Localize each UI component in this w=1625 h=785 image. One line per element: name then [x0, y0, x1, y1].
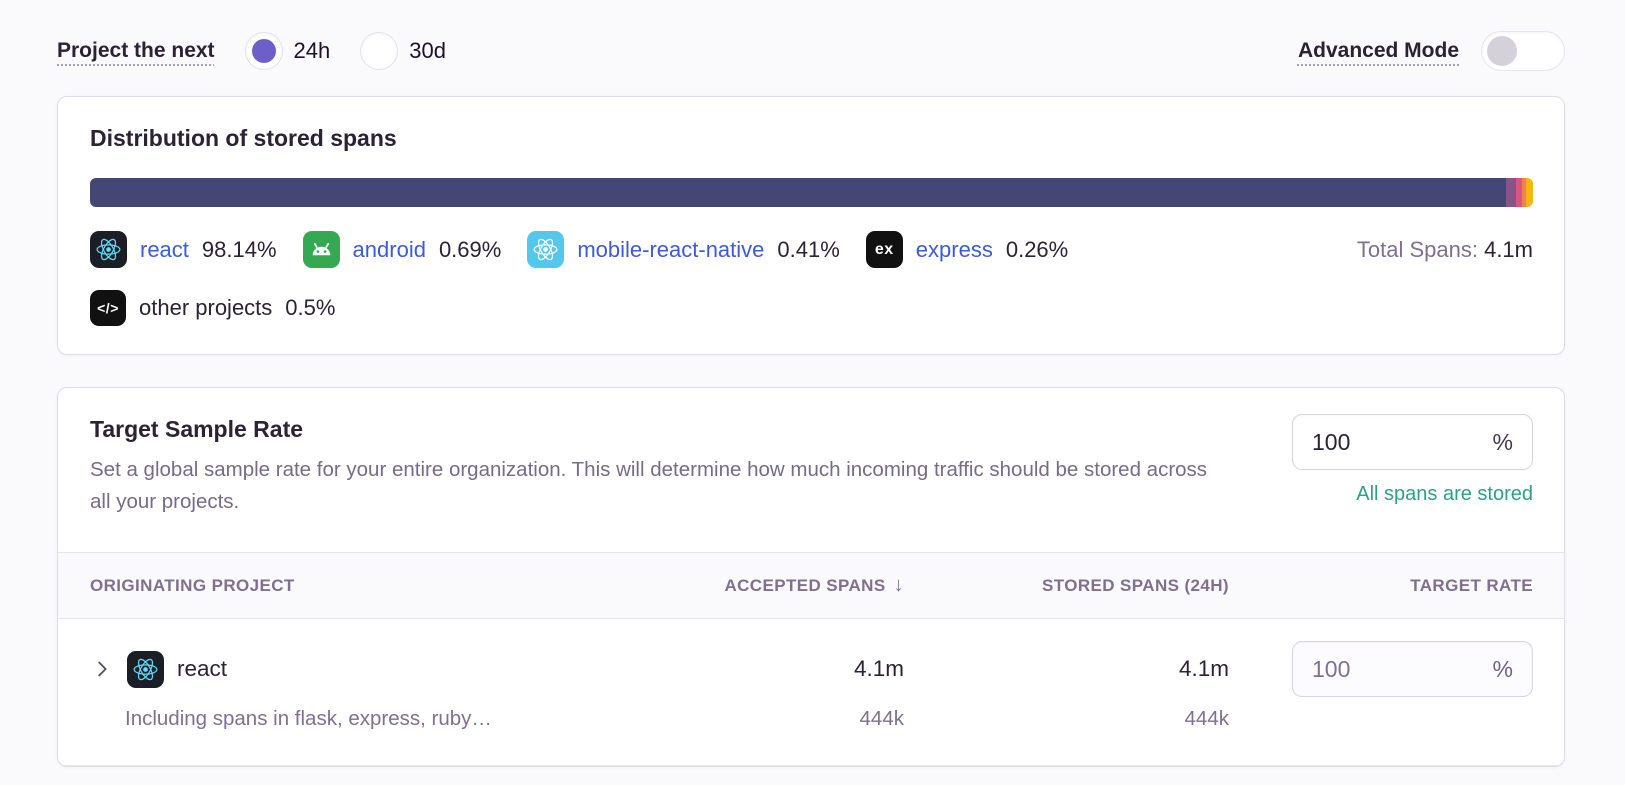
global-rate-box: % All spans are stored [1292, 414, 1533, 506]
radio-24h[interactable] [244, 32, 283, 70]
sample-rate-header-section: Target Sample Rate Set a global sample r… [58, 416, 1564, 552]
legend-item-express: ex express 0.26% [865, 231, 1069, 268]
legend-item-other-projects: </> other projects 0.5% [90, 290, 335, 326]
distribution-card: Distribution of stored spans react 98.14… [57, 96, 1565, 355]
sort-descending-icon[interactable]: ↓ [893, 574, 904, 596]
sample-rate-description: Set a global sample rate for your entire… [90, 458, 1208, 513]
total-spans-value: 4.1m [1484, 236, 1533, 262]
column-stored-spans: STORED SPANS (24H) [1042, 575, 1229, 595]
total-spans: Total Spans: 4.1m [1357, 237, 1533, 263]
percent-suffix: % [1492, 428, 1513, 455]
advanced-mode-toggle[interactable] [1481, 31, 1565, 71]
global-sample-rate-field: % [1292, 414, 1533, 470]
bar-segment-mobile-react-native[interactable] [1516, 178, 1523, 207]
legend-row-2: </> other projects 0.5% [90, 290, 1533, 326]
radio-30d[interactable] [360, 32, 399, 70]
all-spans-stored-status: All spans are stored [1356, 483, 1533, 505]
express-icon-text: ex [874, 240, 894, 258]
row-accepted-value: 4.1m [853, 656, 904, 681]
table-row-react: react 4.1m 4.1m % Including spans in fla… [58, 619, 1564, 766]
android-project-link[interactable]: android [352, 236, 426, 262]
row-stored-value: 4.1m [1178, 656, 1229, 681]
express-project-link[interactable]: express [915, 236, 993, 262]
other-projects-label: other projects [139, 295, 273, 320]
column-target-rate: TARGET RATE [1410, 575, 1533, 595]
row-target-rate-cell: % [1229, 641, 1533, 697]
target-sample-rate-card: Target Sample Rate Set a global sample r… [57, 387, 1565, 767]
row-sample-rate-field: % [1292, 641, 1533, 697]
projects-table-header: ORIGINATING PROJECT ACCEPTED SPANS ↓ STOR… [58, 552, 1564, 619]
stored-spans-distribution-bar[interactable] [90, 178, 1533, 207]
toggle-knob-icon [1487, 36, 1517, 66]
bar-segment-other-projects[interactable] [1525, 178, 1533, 207]
android-icon [302, 231, 340, 268]
react-project-link[interactable]: react [140, 236, 189, 262]
legend-row-1: react 98.14% android 0.69% mobile-react-… [90, 231, 1533, 268]
row-sample-rate-input[interactable] [1312, 655, 1493, 683]
row-sub-accepted-value: 444k [859, 707, 904, 730]
express-percentage: 0.26% [1005, 236, 1069, 262]
react-native-icon [527, 231, 565, 268]
row-project-name: react [177, 656, 228, 681]
radio-30d-label[interactable]: 30d [409, 38, 446, 63]
bar-segment-react[interactable] [90, 178, 1507, 207]
distribution-card-title: Distribution of stored spans [90, 125, 397, 151]
mobile-react-native-percentage: 0.41% [777, 236, 840, 262]
android-percentage: 0.69% [438, 236, 502, 262]
bar-segment-express[interactable] [1522, 178, 1526, 207]
accepted-spans-label[interactable]: ACCEPTED SPANS [724, 576, 886, 595]
react-percentage: 98.14% [201, 236, 277, 262]
row-sub-stored-value: 444k [1184, 707, 1229, 730]
row-sub-label: Including spans in flask, express, ruby… [125, 707, 492, 730]
column-accepted-spans[interactable]: ACCEPTED SPANS ↓ [664, 574, 904, 597]
code-icon-text: </> [97, 300, 119, 316]
percent-suffix: % [1492, 655, 1513, 682]
advanced-mode-label[interactable]: Advanced Mode [1297, 39, 1459, 62]
global-sample-rate-input[interactable] [1312, 428, 1493, 456]
express-icon: ex [865, 231, 903, 268]
period-option-30d[interactable]: 30d [360, 32, 446, 70]
code-icon: </> [90, 290, 126, 326]
radio-24h-label[interactable]: 24h [293, 38, 331, 63]
expand-chevron-icon[interactable] [90, 657, 114, 681]
legend-item-react: react 98.14% [90, 231, 277, 268]
top-controls-bar: Project the next 24h 30d Advanced Mode [57, 28, 1565, 74]
project-the-next-label[interactable]: Project the next [57, 39, 215, 62]
bar-segment-android[interactable] [1506, 178, 1517, 207]
react-icon [127, 650, 164, 688]
react-icon [90, 231, 127, 268]
other-projects-percentage: 0.5% [285, 295, 336, 320]
legend-item-mobile-react-native: mobile-react-native 0.41% [527, 231, 840, 268]
legend-item-android: android 0.69% [302, 231, 502, 268]
mobile-react-native-project-link[interactable]: mobile-react-native [577, 236, 765, 262]
total-spans-label: Total Spans: [1356, 236, 1478, 262]
column-originating-project: ORIGINATING PROJECT [90, 575, 295, 595]
react-project-cell: react [90, 650, 664, 688]
sample-rate-title: Target Sample Rate [90, 416, 304, 442]
period-option-24h[interactable]: 24h [244, 32, 331, 70]
